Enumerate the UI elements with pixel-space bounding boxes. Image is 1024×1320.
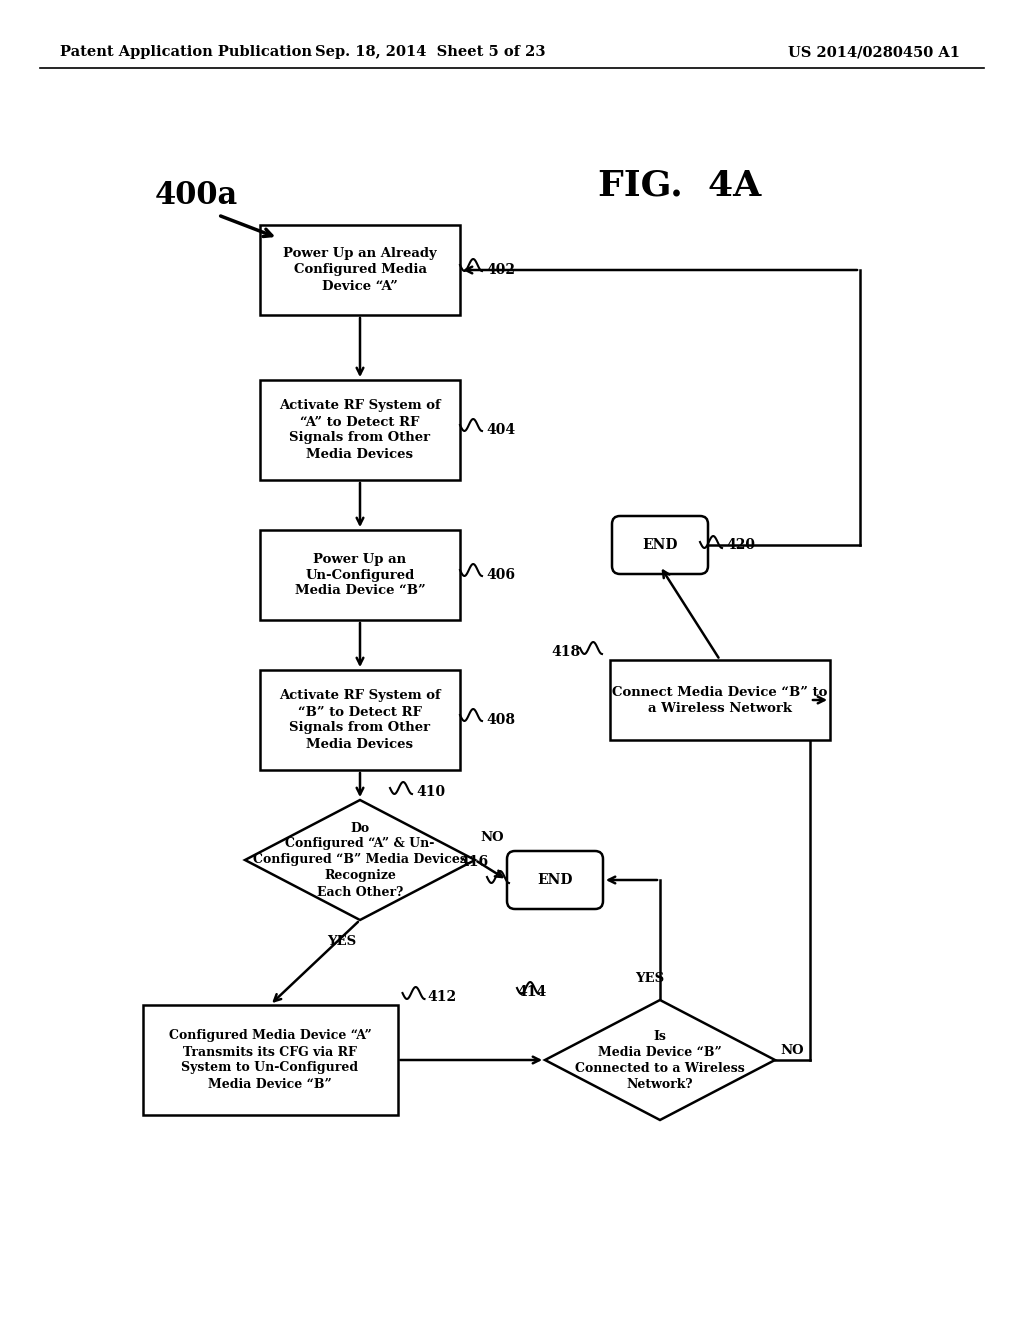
Text: Power Up an Already
Configured Media
Device “A”: Power Up an Already Configured Media Dev…: [283, 248, 437, 293]
Text: 420: 420: [726, 539, 755, 552]
Bar: [260, 531, 460, 620]
Text: 410: 410: [416, 785, 445, 799]
Text: Sep. 18, 2014  Sheet 5 of 23: Sep. 18, 2014 Sheet 5 of 23: [314, 45, 545, 59]
FancyBboxPatch shape: [507, 851, 603, 909]
Text: Activate RF System of
“B” to Detect RF
Signals from Other
Media Devices: Activate RF System of “B” to Detect RF S…: [280, 689, 440, 751]
Text: 404: 404: [486, 422, 515, 437]
Text: 406: 406: [486, 568, 515, 582]
Text: Patent Application Publication: Patent Application Publication: [60, 45, 312, 59]
FancyBboxPatch shape: [612, 516, 708, 574]
Bar: [610, 660, 830, 741]
Text: Connect Media Device “B” to
a Wireless Network: Connect Media Device “B” to a Wireless N…: [612, 685, 827, 714]
Text: 416: 416: [460, 855, 489, 869]
Polygon shape: [245, 800, 475, 920]
Text: 412: 412: [427, 990, 457, 1005]
Text: 418: 418: [551, 645, 580, 659]
Text: Do
Configured “A” & Un-
Configured “B” Media Devices
Recognize
Each Other?: Do Configured “A” & Un- Configured “B” M…: [253, 821, 467, 899]
Text: 400a: 400a: [155, 180, 239, 210]
Text: FIG.  4A: FIG. 4A: [598, 168, 762, 202]
Bar: [260, 671, 460, 770]
Text: 402: 402: [486, 263, 515, 277]
Text: US 2014/0280450 A1: US 2014/0280450 A1: [788, 45, 961, 59]
Bar: [260, 224, 460, 315]
Text: Activate RF System of
“A” to Detect RF
Signals from Other
Media Devices: Activate RF System of “A” to Detect RF S…: [280, 400, 440, 461]
Text: 408: 408: [486, 713, 515, 727]
Bar: [260, 380, 460, 480]
Text: Power Up an
Un-Configured
Media Device “B”: Power Up an Un-Configured Media Device “…: [295, 553, 425, 598]
Text: Configured Media Device “A”
Transmits its CFG via RF
System to Un-Configured
Med: Configured Media Device “A” Transmits it…: [169, 1030, 372, 1090]
Text: 414: 414: [517, 985, 546, 999]
Text: NO: NO: [780, 1044, 804, 1056]
Text: END: END: [538, 873, 572, 887]
Polygon shape: [545, 1001, 775, 1119]
Text: Is
Media Device “B”
Connected to a Wireless
Network?: Is Media Device “B” Connected to a Wirel…: [575, 1030, 744, 1090]
Text: NO: NO: [480, 832, 504, 843]
Text: YES: YES: [636, 972, 665, 985]
Text: END: END: [642, 539, 678, 552]
Bar: [142, 1005, 397, 1115]
Text: YES: YES: [328, 935, 356, 948]
